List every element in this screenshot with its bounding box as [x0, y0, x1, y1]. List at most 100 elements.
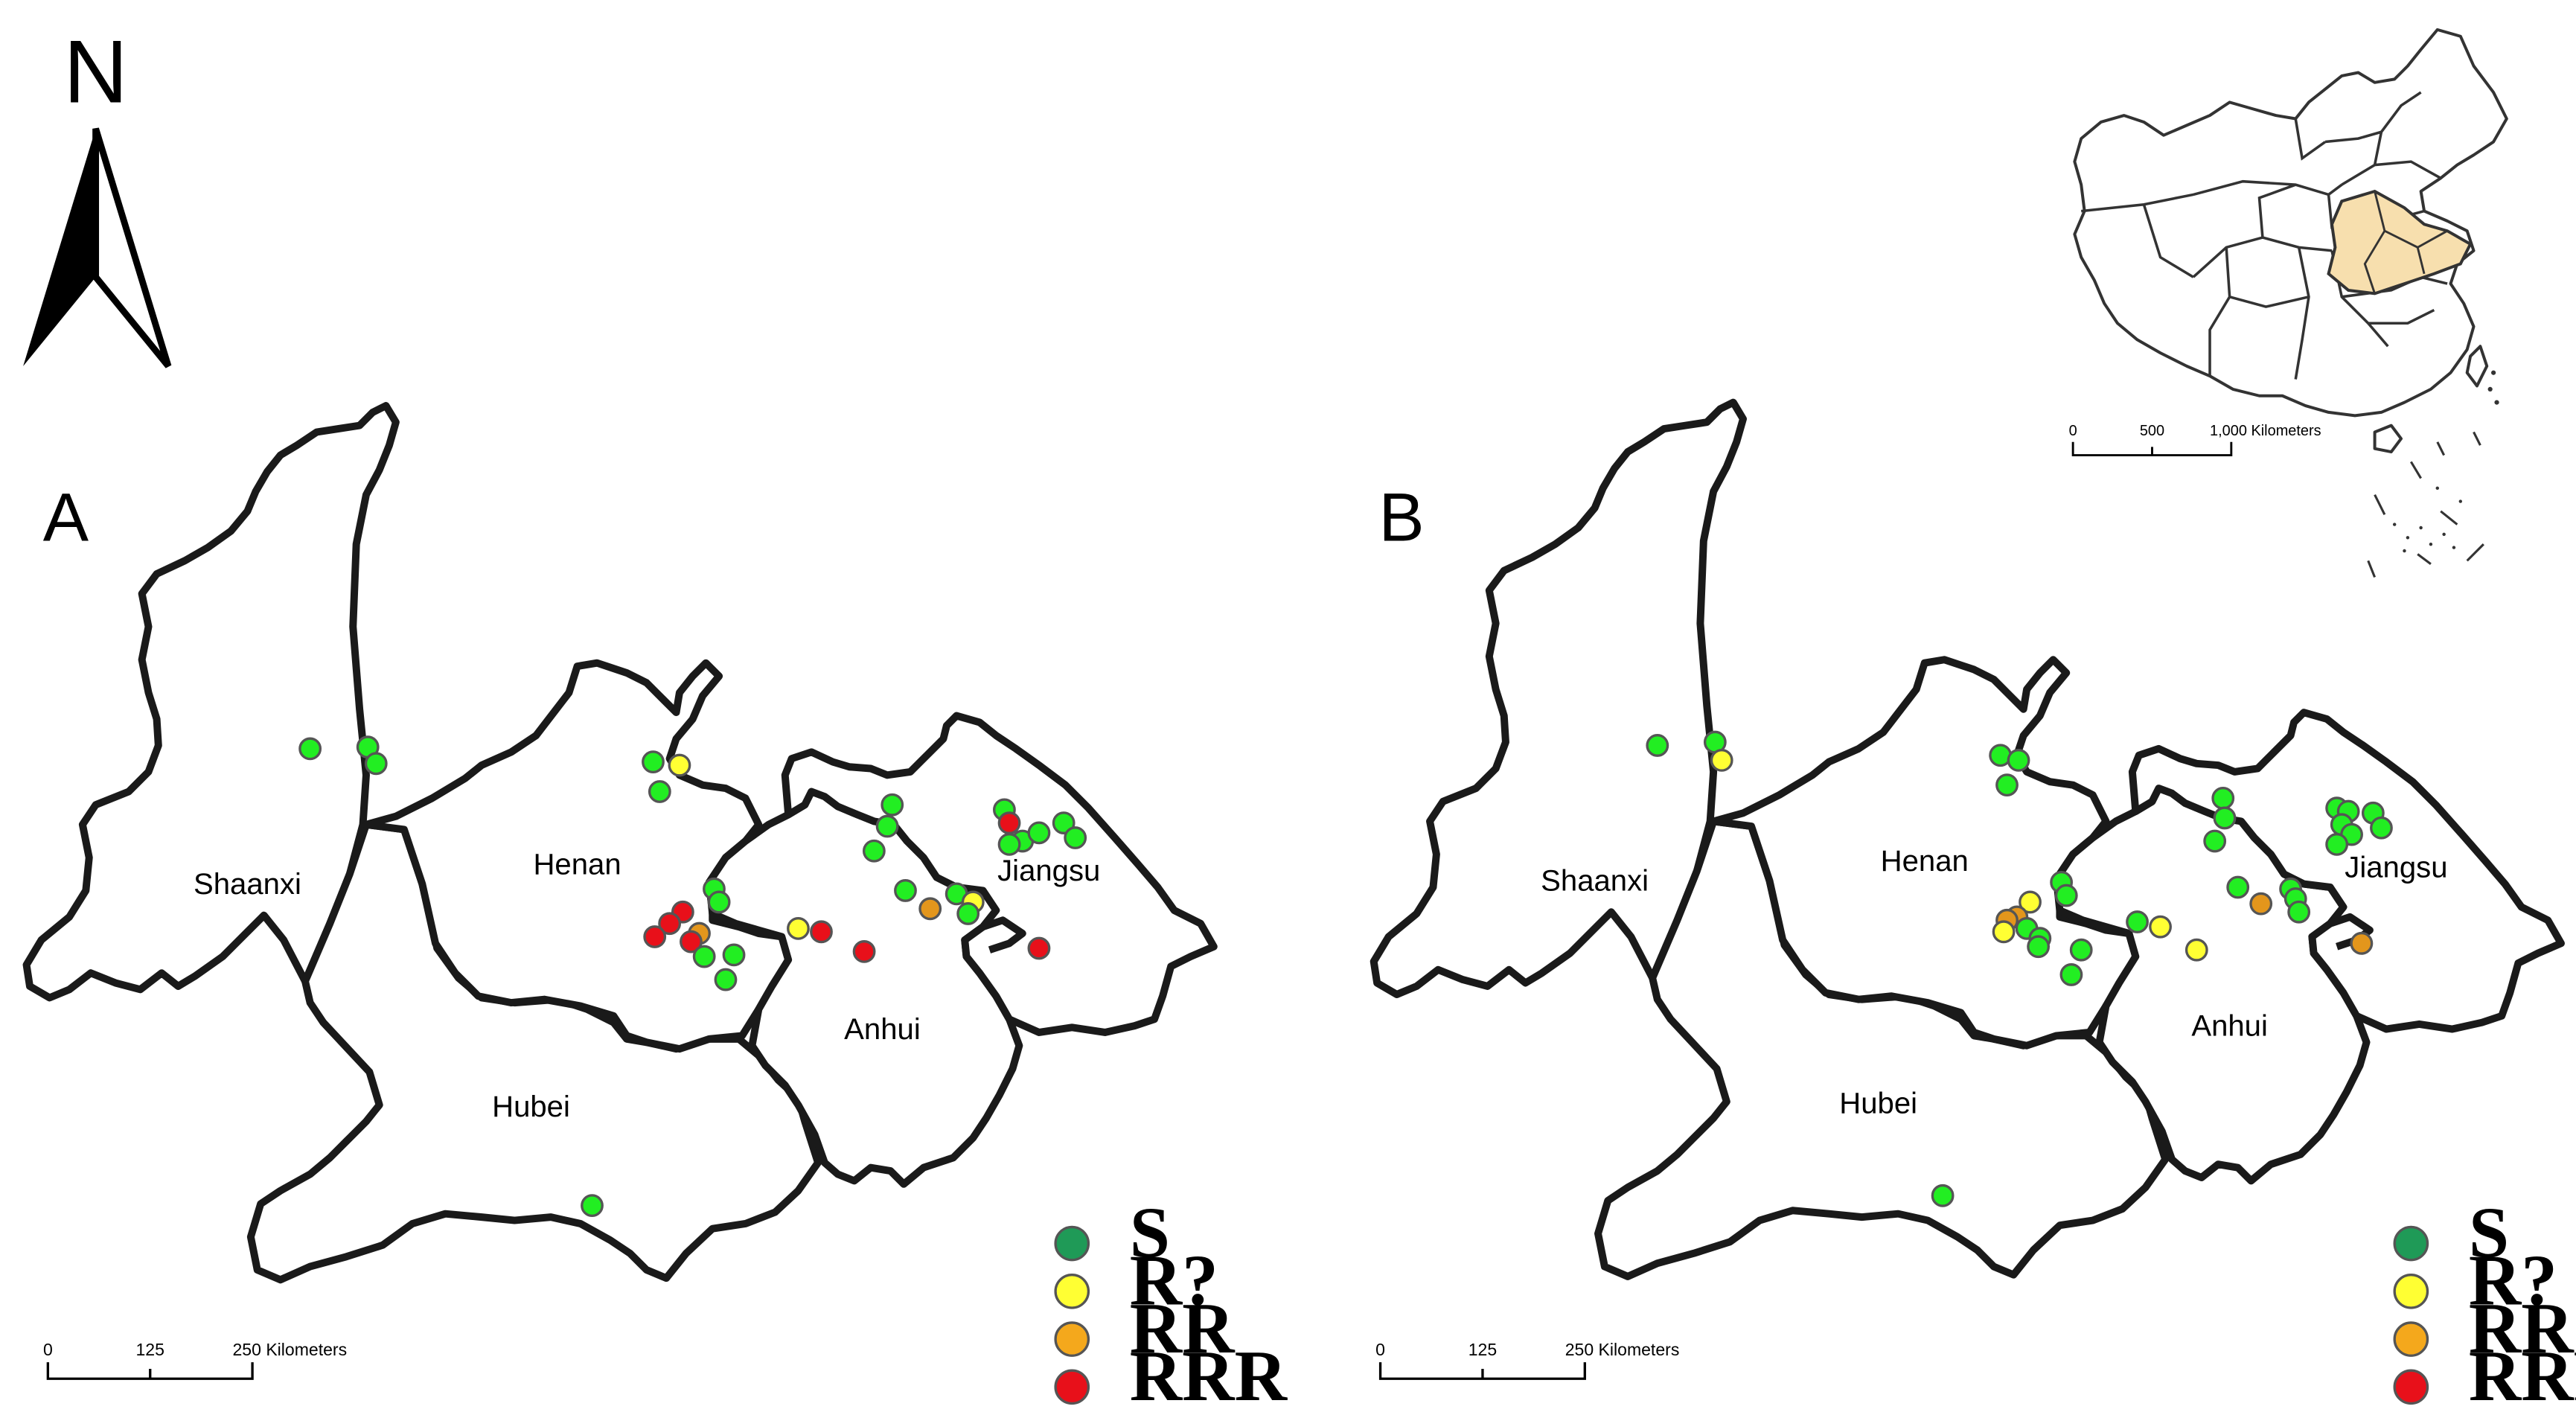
scale-tick-0: 0 — [1375, 1340, 1385, 1359]
site-marker-rrr — [680, 930, 703, 954]
inset-study-region — [2327, 189, 2473, 296]
site-marker-s — [1646, 734, 1669, 757]
site-marker-s — [707, 890, 731, 914]
site-marker-s — [722, 943, 746, 967]
site-marker-s — [1027, 821, 1051, 845]
site-marker-rrr — [658, 912, 682, 936]
site-marker-s — [997, 832, 1021, 856]
site-marker-s — [2325, 832, 2349, 856]
site-marker-s — [2370, 816, 2393, 840]
site-marker-s — [862, 839, 886, 863]
site-marker-s — [648, 780, 671, 803]
province-boundaries — [1374, 403, 2561, 1277]
legend-label-rr: RR — [2469, 1288, 2575, 1369]
site-marker-r-uncertain — [2149, 915, 2172, 939]
province-label-henan: Henan — [1881, 845, 1969, 878]
province-labels: Shaanxi Henan Jiangsu Anhui Hubei — [194, 848, 1100, 1123]
legend-swatch-rrr — [2393, 1369, 2429, 1405]
province-label-hubei: Hubei — [492, 1090, 570, 1123]
north-arrow-right-half — [92, 127, 172, 368]
inset-scale-tick-1000: 1,000 Kilometers — [2210, 423, 2321, 439]
province-label-jiangsu: Jiangsu — [997, 855, 1100, 887]
inset-taiwan — [2465, 345, 2489, 388]
inset-scale-tick-500: 500 — [2140, 423, 2164, 439]
province-labels: Shaanxi Henan Jiangsu Anhui Hubei — [1541, 730, 2447, 1207]
inset-south-sea-frame — [2367, 431, 2484, 578]
inset-scale-tick-0: 0 — [2069, 423, 2077, 439]
legend-label-s: S — [2469, 1192, 2509, 1273]
site-marker-r-uncertain — [787, 916, 810, 940]
panel-letter: B — [1378, 480, 1424, 556]
site-marker-s — [1931, 1184, 1955, 1207]
legend-swatch-rr — [2393, 1321, 2429, 1357]
site-marker-s — [364, 752, 388, 776]
inset-scale-bar: 0 500 1,000 Kilometers — [2069, 423, 2321, 456]
legend-label-rrr: RRR — [2469, 1336, 2576, 1415]
province-label-hubei: Hubei — [1839, 1087, 1917, 1120]
province-label-jiangsu: Jiangsu — [2345, 852, 2447, 884]
north-arrow-left-half — [23, 128, 96, 366]
scale-tick-125: 125 — [1468, 1340, 1497, 1359]
site-marker-s — [894, 879, 917, 902]
scale-bar: 0 125 250 Kilometers — [43, 1340, 348, 1380]
inset-study-borders — [2363, 191, 2448, 294]
legend-label-rrr: RRR — [1130, 1336, 1288, 1415]
site-marker-s — [2059, 963, 2083, 986]
site-marker-r-uncertain — [668, 753, 691, 777]
site-marker-rrr — [852, 940, 876, 963]
site-marker-s — [2203, 829, 2227, 853]
site-marker-s — [581, 1194, 604, 1218]
province-label-shaanxi: Shaanxi — [194, 868, 301, 901]
site-marker-s — [692, 945, 716, 968]
site-marker-s — [298, 737, 322, 761]
legend-label-r-uncertain: R? — [2469, 1241, 2557, 1321]
site-marker-s — [2287, 900, 2311, 924]
legend-swatch-s — [1054, 1225, 1090, 1262]
province-label-shaanxi: Shaanxi — [1541, 864, 1649, 897]
inset-map-china: 0 500 1,000 Kilometers — [2069, 28, 2508, 578]
site-marker-r-uncertain — [2185, 938, 2208, 962]
site-marker-s — [956, 902, 980, 925]
site-marker-rr — [2249, 892, 2273, 916]
site-marker-rrr — [1027, 936, 1051, 960]
site-markers — [298, 735, 1087, 1218]
site-marker-r-uncertain — [2019, 890, 2042, 914]
site-markers — [1646, 730, 2393, 1207]
site-marker-s — [714, 968, 738, 991]
province-label-anhui: Anhui — [844, 1013, 921, 1046]
scale-tick-0: 0 — [43, 1340, 53, 1359]
site-marker-rrr — [810, 920, 833, 944]
panel-letter: A — [43, 480, 89, 556]
north-arrow: N — [23, 22, 172, 368]
site-marker-s — [2126, 910, 2149, 933]
panel-a: A Shaanxi Henan Jiangsu Anhui Hubei SR?R… — [27, 406, 1288, 1415]
legend-swatch-r-uncertain — [1054, 1274, 1090, 1309]
site-marker-s — [880, 793, 904, 817]
site-marker-rrr — [643, 925, 667, 948]
province-label-anhui: Anhui — [2191, 1009, 2268, 1042]
site-marker-rr — [2350, 931, 2374, 955]
site-marker-s — [2226, 875, 2250, 899]
site-marker-s — [2069, 938, 2093, 962]
scale-tick-250: 250 Kilometers — [1565, 1340, 1680, 1359]
site-marker-s — [1064, 826, 1087, 849]
legend-swatch-rr — [1054, 1321, 1090, 1357]
scale-tick-125: 125 — [136, 1340, 164, 1359]
inset-hainan — [2373, 424, 2403, 454]
panel-b: B Shaanxi Henan Jiangsu Anhui Hubei SR?R… — [1374, 403, 2576, 1415]
site-marker-s — [642, 750, 665, 774]
site-marker-s — [2054, 884, 2078, 907]
scale-tick-250: 250 Kilometers — [233, 1340, 348, 1359]
site-marker-s — [2211, 786, 2235, 810]
site-marker-s — [875, 814, 899, 838]
site-marker-s — [1995, 773, 2019, 797]
site-marker-rr — [918, 897, 942, 921]
site-marker-s — [2027, 935, 2051, 959]
site-marker-s — [1052, 811, 1076, 834]
site-marker-rrr — [997, 811, 1021, 834]
legend-label-rr: RR — [1130, 1288, 1236, 1369]
scale-bar: 0 125 250 Kilometers — [1375, 1340, 1680, 1380]
